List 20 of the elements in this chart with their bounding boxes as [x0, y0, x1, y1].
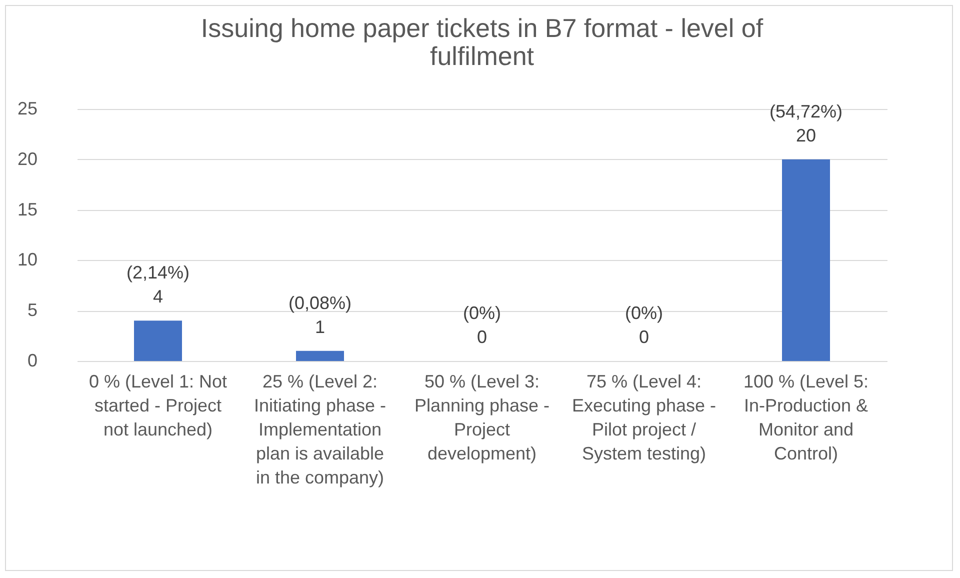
y-tick-label: 10 — [17, 250, 38, 270]
y-tick-label: 5 — [27, 300, 38, 320]
x-tick-label: 25 % (Level 2: Initiating phase - Implementation plan is available in the company) — [254, 372, 386, 488]
y-tick-label: 15 — [17, 199, 38, 220]
data-label: (2,14%) 4 — [126, 262, 190, 307]
data-label: (0%) 0 — [462, 303, 502, 347]
data-label: (54,72%) 20 — [769, 101, 843, 146]
bar — [134, 320, 182, 361]
chart-title: Issuing home paper tickets in B7 format - level of fulfilment — [200, 13, 764, 71]
y-tick-label: 0 — [27, 350, 38, 370]
x-tick-label: 50 % (Level 3: Planning phase - Project development) — [414, 372, 550, 464]
y-tick-label: 20 — [17, 148, 38, 169]
data-label: (0,08%) 1 — [288, 292, 352, 337]
y-tick-label: 25 — [17, 98, 38, 118]
bar — [296, 350, 344, 361]
x-tick-label: 75 % (Level 4: Executing phase - Pilot project / System testing) — [572, 372, 716, 464]
x-tick-label: 100 % (Level 5: In-Production & Monitor and Control) — [743, 372, 869, 464]
bar — [782, 159, 830, 361]
x-tick-label: 0 % (Level 1: Not started - Project not launched) — [88, 372, 228, 440]
data-label: (0%) 0 — [624, 303, 664, 347]
